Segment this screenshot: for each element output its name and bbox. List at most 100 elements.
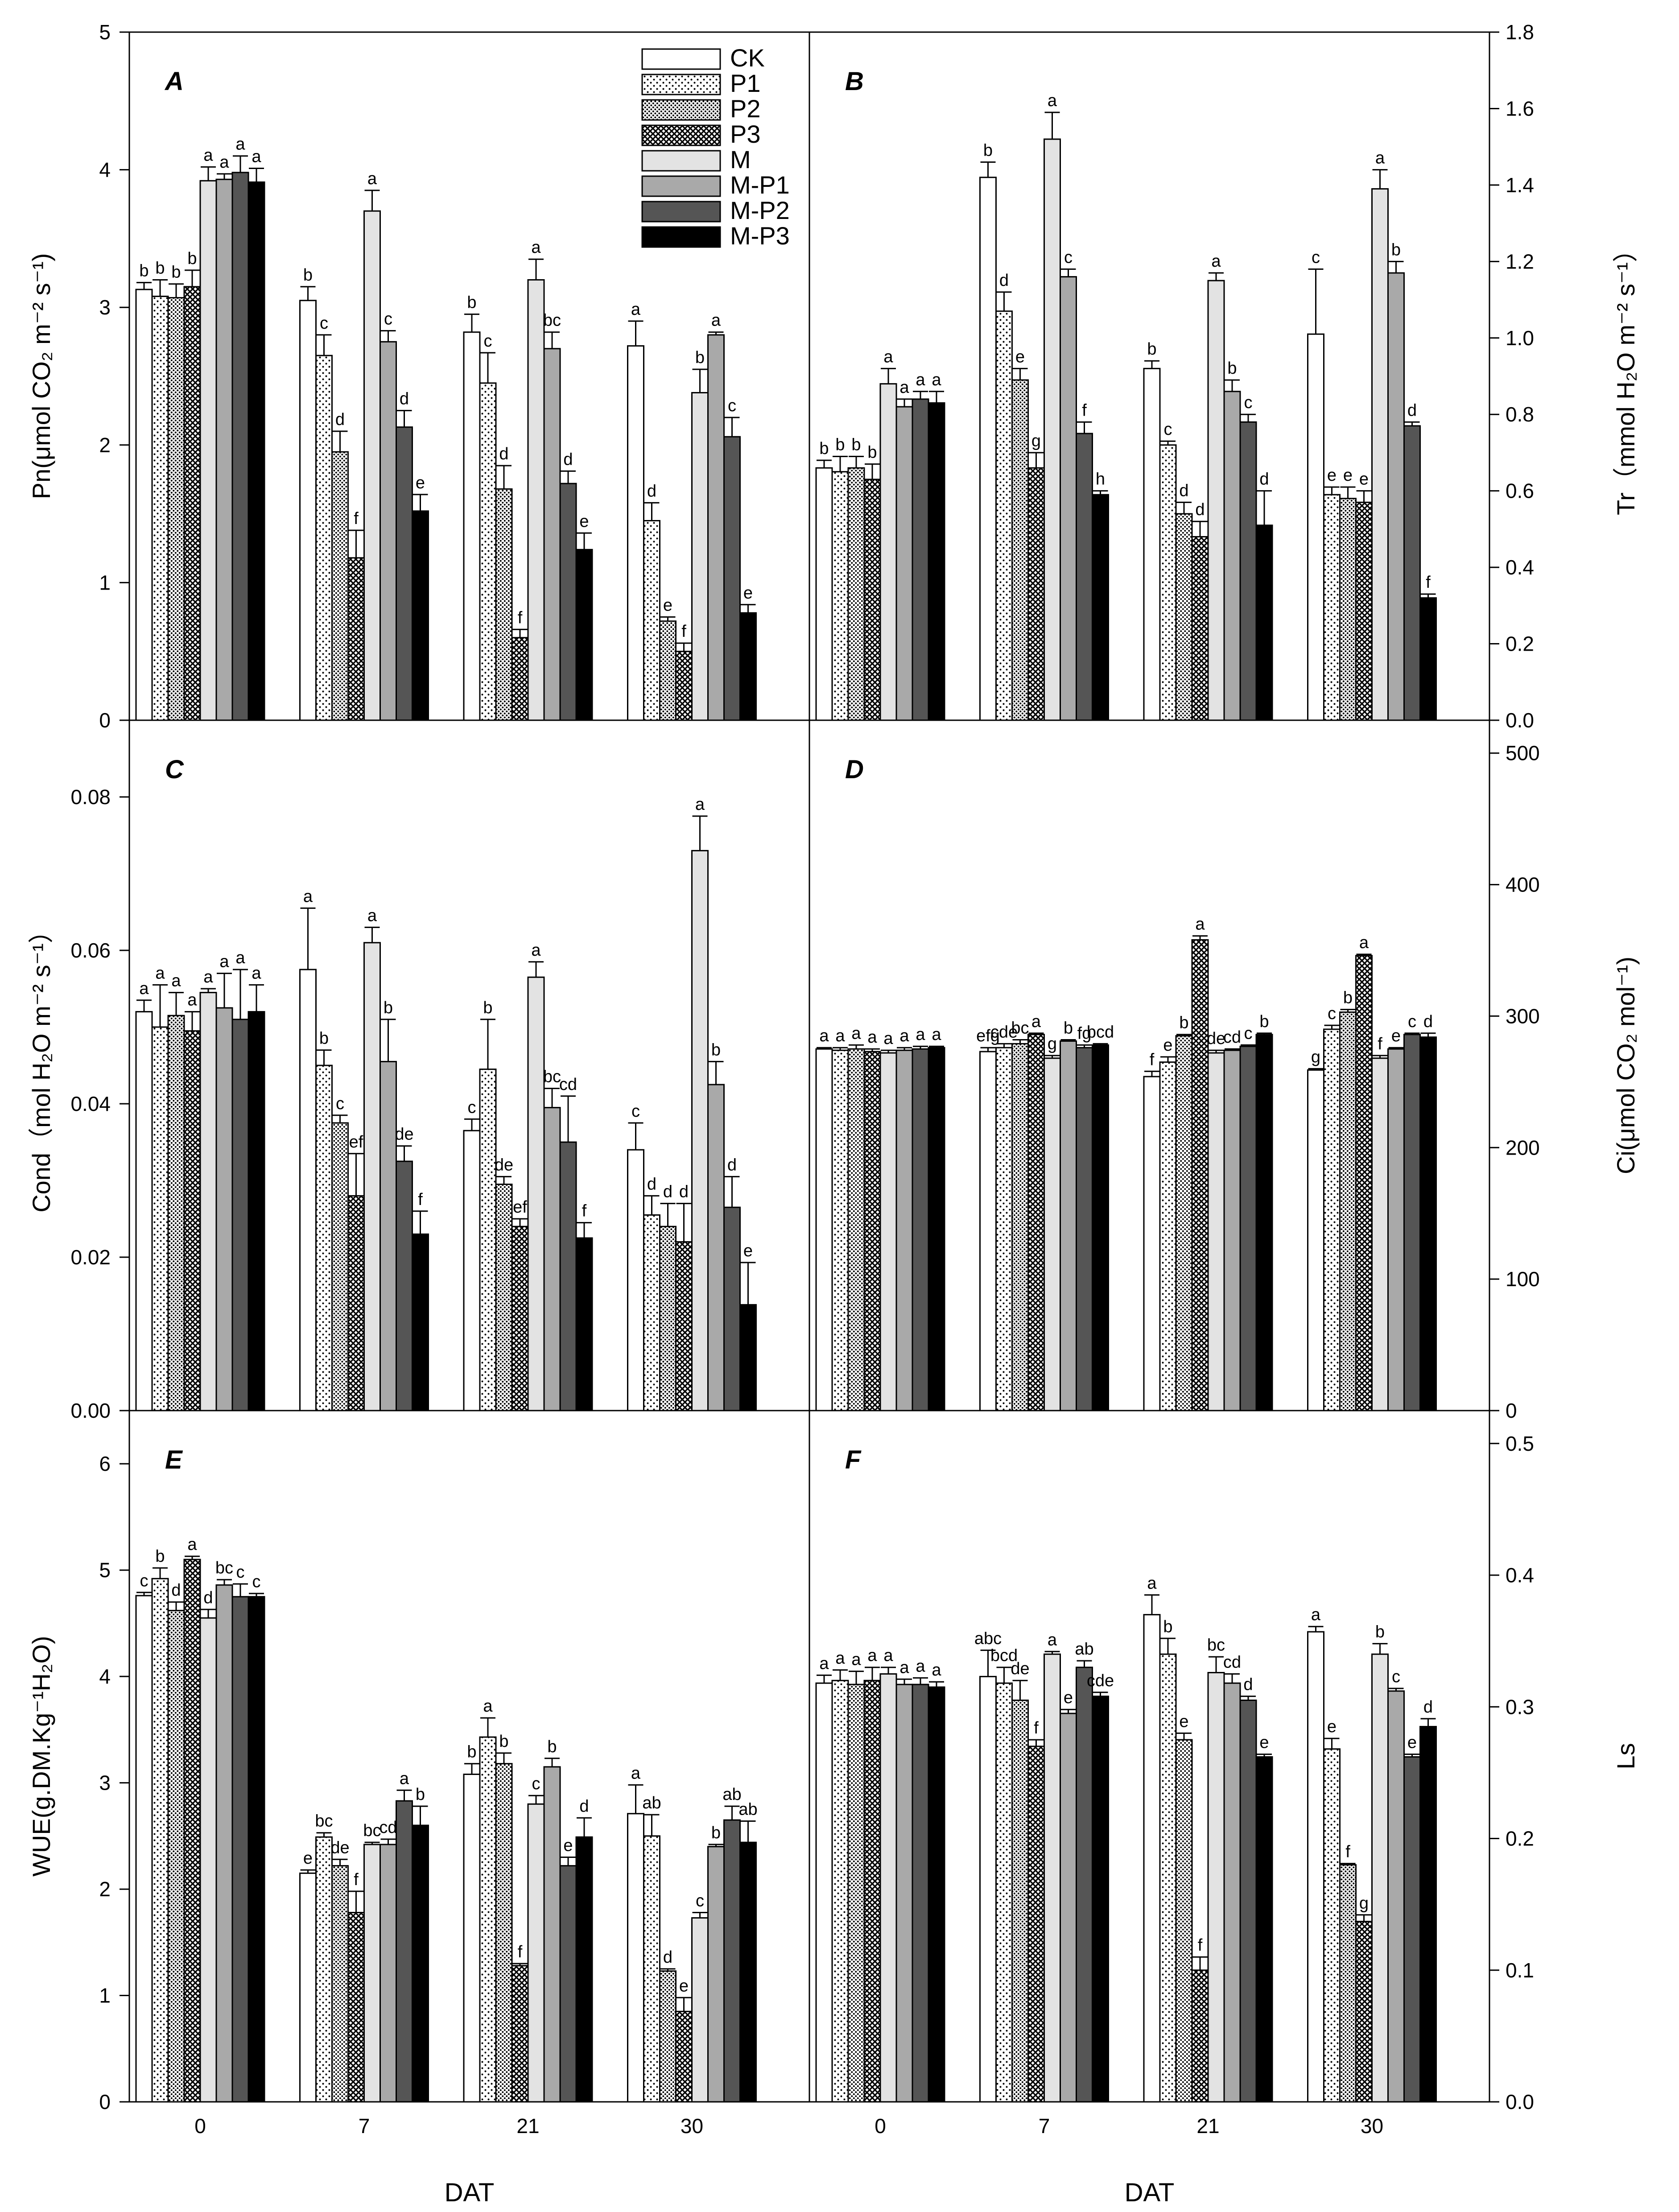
significance-letter: ef: [349, 1133, 363, 1151]
bar-B-7-M-P1: [1060, 276, 1077, 721]
significance-letter: a: [883, 1029, 893, 1048]
significance-letter: a: [916, 1657, 925, 1676]
significance-letter: a: [1311, 1605, 1321, 1624]
bar-B-0-M: [879, 383, 897, 721]
significance-letter: a: [252, 148, 261, 166]
bar-B-7-CK: [979, 177, 997, 721]
legend-label: P1: [730, 69, 761, 97]
bar-C-7-M-P2: [396, 1160, 413, 1411]
y-axis-title: WUE(g.DM.Kg⁻¹H₂O): [27, 1636, 55, 1877]
bar-F-30-M-P1: [1387, 1690, 1405, 2103]
bar-E-7-P3: [347, 1912, 365, 2103]
bar-D-30-M-P3: [1419, 1036, 1437, 1411]
bar-B-21-P1: [1159, 444, 1177, 721]
y-tick-label: 0.06: [70, 939, 111, 962]
significance-letter: de: [330, 1838, 349, 1857]
bar-D-7-P3: [1027, 1034, 1045, 1411]
legend-swatch: [641, 201, 721, 223]
bar-D-21-P2: [1175, 1035, 1193, 1411]
significance-letter: e: [1407, 1733, 1417, 1752]
significance-letter: a: [932, 1025, 941, 1044]
significance-letter: a: [1048, 91, 1057, 110]
significance-letter: d: [171, 1581, 181, 1600]
y-tick-label: 0.1: [1506, 1959, 1534, 1982]
bar-A-0-P1: [151, 296, 169, 721]
significance-letter: f: [418, 1190, 423, 1209]
significance-letter: a: [1195, 915, 1205, 934]
significance-letter: f: [518, 1943, 523, 1961]
significance-letter: d: [663, 1948, 672, 1967]
bar-F-21-M-P1: [1223, 1682, 1241, 2103]
significance-letter: f: [1345, 1843, 1350, 1861]
bar-D-0-M-P1: [895, 1049, 913, 1411]
bar-B-0-P2: [847, 467, 865, 721]
significance-letter: b: [319, 1029, 329, 1048]
significance-letter: a: [819, 1654, 829, 1673]
y-tick-label: 100: [1506, 1267, 1540, 1291]
bar-F-21-CK: [1143, 1614, 1161, 2103]
legend-label: M-P2: [730, 196, 790, 224]
x-tick-label: 30: [1361, 2114, 1383, 2138]
bar-D-21-M: [1207, 1052, 1225, 1411]
panel-B: B 0.0 0.2 0.4 0.6 0.8 1.0 1.2 1.4 1.6 1.8 Tr（mmol H…: [815, 21, 1640, 732]
y-tick-label: 1: [99, 571, 111, 594]
significance-letter: b: [483, 999, 492, 1017]
significance-letter: b: [851, 436, 861, 454]
panel-label: E: [165, 1445, 183, 1474]
y-tick-label: 0.04: [70, 1092, 111, 1115]
bar-A-30-P1: [643, 520, 660, 721]
bar-E-21-M: [527, 1803, 545, 2103]
bar-D-21-P1: [1159, 1061, 1177, 1411]
significance-letter: cd: [559, 1075, 577, 1094]
bar-A-7-P3: [347, 557, 365, 721]
y-tick-label: 1.8: [1506, 21, 1534, 44]
significance-letter: b: [187, 249, 197, 268]
significance-letter: cde: [990, 1023, 1018, 1041]
bar-C-30-M-P2: [723, 1206, 741, 1411]
bar-F-7-P1: [995, 1682, 1013, 2103]
significance-letter: e: [679, 1977, 689, 1995]
legend-label: P2: [730, 95, 761, 123]
bar-F-30-P3: [1355, 1921, 1373, 2103]
y-axis-title: Tr（mmol H₂O m⁻² s⁻¹）: [1612, 237, 1640, 515]
bar-F-0-M-P1: [895, 1684, 913, 2103]
significance-letter: c: [1312, 248, 1320, 267]
bar-F-7-M: [1044, 1653, 1061, 2103]
significance-letter: ab: [738, 1800, 757, 1819]
significance-letter: a: [219, 953, 229, 971]
significance-letter: a: [916, 371, 925, 389]
bar-D-30-M: [1371, 1057, 1389, 1411]
bar-B-30-M: [1371, 188, 1389, 721]
significance-letter: bc: [215, 1559, 233, 1577]
significance-letter: a: [695, 795, 705, 814]
bar-E-7-M-P3: [412, 1824, 429, 2103]
bar-B-30-P2: [1339, 498, 1357, 721]
significance-letter: e: [1259, 1733, 1269, 1752]
significance-letter: b: [983, 141, 993, 160]
bar-C-21-CK: [463, 1130, 481, 1411]
bar-A-0-CK: [135, 289, 153, 721]
y-tick-label: 0.0: [1506, 2090, 1534, 2113]
significance-letter: a: [1359, 933, 1369, 952]
significance-letter: b: [303, 266, 313, 285]
significance-letter: d: [1407, 401, 1417, 420]
panel-C: C 0.00 0.02 0.04 0.06 0.08 Cond（mol H₂O m⁻² s⁻…: [27, 755, 757, 1422]
y-tick-label: 1.6: [1506, 97, 1534, 120]
significance-letter: a: [883, 1647, 893, 1665]
significance-letter: e: [663, 596, 672, 615]
y-tick-label: 1.4: [1506, 173, 1534, 197]
bar-D-21-M-P1: [1223, 1049, 1241, 1411]
bar-B-30-P1: [1323, 494, 1341, 721]
significance-letter: d: [647, 482, 656, 500]
legend-swatch: [641, 124, 721, 146]
legend-item: M-P2: [641, 196, 790, 224]
significance-letter: b: [547, 1737, 557, 1756]
significance-letter: e: [1015, 347, 1025, 366]
significance-letter: f: [1426, 573, 1431, 592]
significance-letter: c: [336, 1094, 344, 1113]
y-tick-label: 0: [99, 709, 111, 732]
significance-letter: c: [252, 1572, 261, 1591]
bar-D-30-P2: [1339, 1011, 1357, 1411]
y-axis-title: Ci(μmol CO₂ mol⁻¹): [1612, 957, 1640, 1174]
bar-E-30-M: [691, 1917, 709, 2103]
